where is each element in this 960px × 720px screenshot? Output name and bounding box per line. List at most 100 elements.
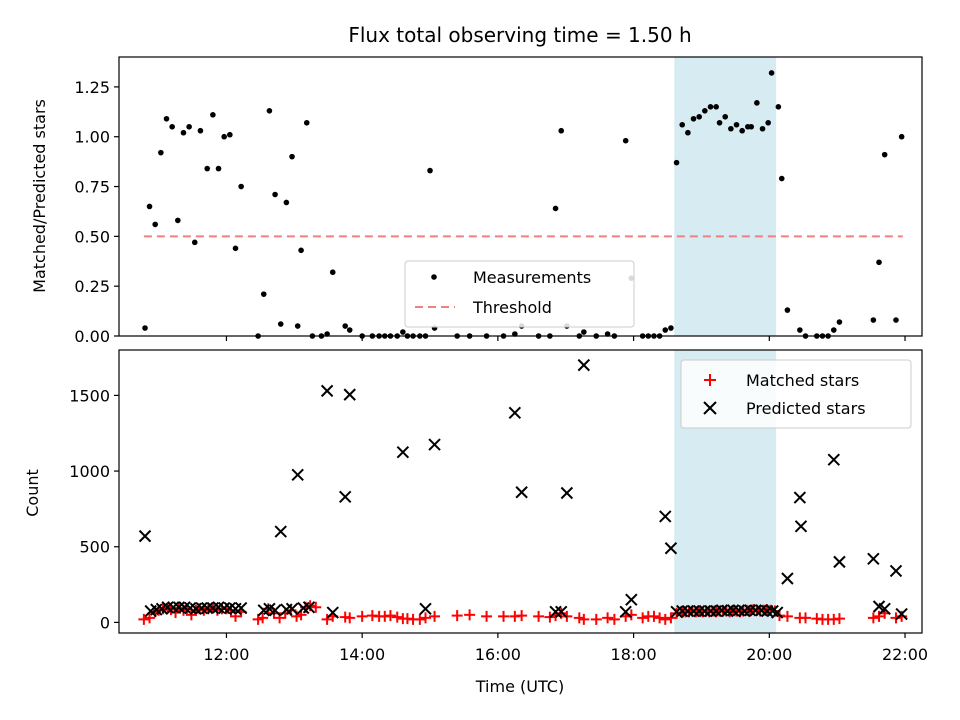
legend-matched-stars: Matched stars [746,371,859,390]
matched-star-point [867,612,879,624]
predicted-star-point [726,604,740,617]
top-axes-frame [118,56,923,337]
predicted-star-point [704,604,717,618]
matched-star-point [659,613,671,625]
predicted-star-point [560,486,574,500]
predicted-star-point [687,604,700,618]
measurement-point [558,127,565,134]
predicted-star-point [291,468,304,482]
y-tick-label: 1000 [69,462,110,481]
measurement-point [180,129,187,136]
measurement-point [685,129,691,136]
predicted-star-point [508,406,522,420]
predicted-star-point [161,601,174,614]
measurement-point [739,127,745,134]
predicted-star-point [285,602,299,615]
measurement-point [346,327,353,333]
predicted-star-point [302,601,316,614]
matched-star-point [310,601,322,613]
legend-measurement-marker [431,274,437,280]
matched-star-point [429,610,441,622]
predicted-star-point [396,445,410,459]
measurement-point [679,121,686,128]
measurement-point [298,247,304,254]
measurement-point [759,125,766,132]
matched-star-point [665,612,677,624]
matched-star-point [654,612,666,624]
predicted-star-point [664,542,678,555]
measurement-point [765,119,771,126]
measurement-point [673,159,680,166]
measurement-point [142,325,148,331]
predicted-star-point [625,593,638,606]
measurement-point [893,317,899,323]
matched-star-point [608,613,620,625]
x-tick-label: 18:00 [611,645,657,664]
top-y-label: Matched/Predicted stars [30,99,49,293]
predicted-star-point [749,604,762,617]
predicted-star-point [338,490,352,504]
measurement-point [272,191,278,198]
measurement-point [163,115,170,122]
top-legend-box [404,260,635,328]
matched-star-point [464,609,476,621]
chart-title: Flux total observing time = 1.50 h [348,23,691,47]
matched-star-point [578,613,590,625]
predicted-star-point [771,606,784,619]
predicted-star-point [781,572,794,585]
measurement-point [702,108,708,114]
y-tick-label: 0.75 [74,178,110,197]
measurement-point [266,108,273,114]
predicted-star-point [895,607,908,621]
measurement-point [722,113,729,120]
predicted-star-point [827,453,840,466]
legend-threshold: Threshold [472,298,552,317]
y-tick-label: 1.00 [74,128,110,147]
predicted-star-point [676,604,689,618]
measurement-point [733,121,740,128]
measurement-point [713,104,719,110]
matched-star-point [637,612,649,624]
matched-star-point [873,610,885,622]
measurement-point [797,327,803,333]
measurement-point [152,221,158,228]
measurement-point [210,111,216,118]
measurement-point [690,115,697,122]
x-tick-label: 22:00 [882,645,928,664]
x-tick-label: 20:00 [746,645,792,664]
measurement-point [622,137,629,144]
predicted-star-point [326,606,339,619]
matched-star-point [414,613,426,625]
measurement-point [158,149,164,156]
matched-star-point [344,612,356,624]
predicted-star-point [343,388,356,401]
measurement-point [289,153,295,160]
y-tick-label: 0.50 [74,227,110,246]
y-tick-label: 1500 [69,386,110,405]
bottom-legend: Matched stars Predicted stars [680,359,912,429]
predicted-star-point [549,605,562,619]
matched-star-point [890,612,902,624]
predicted-star-point [794,520,808,533]
predicted-star-point [692,604,706,618]
predicted-star-point [681,604,695,618]
predicted-star-point [320,384,334,398]
matched-star-point [498,610,510,622]
bottom-x-ticks: 12:00 14:00 16:00 18:00 20:00 22:00 [203,633,928,664]
measurement-point [696,113,702,120]
x-tick-label: 14:00 [339,645,385,664]
bottom-points [138,358,908,625]
predicted-star-point [833,555,846,569]
measurement-point [186,123,192,130]
bottom-axes-frame [118,349,923,634]
bottom-y-ticks: 0 500 1000 1500 [69,386,119,632]
measurement-point [238,183,244,190]
predicted-star-point [234,601,248,615]
predicted-star-point [878,602,891,615]
predicted-star-point [793,491,807,504]
measurement-point [830,327,837,333]
measurement-point [898,133,905,140]
y-tick-label: 500 [79,538,110,557]
y-tick-label: 1.25 [74,78,110,97]
matched-star-point [648,610,660,622]
